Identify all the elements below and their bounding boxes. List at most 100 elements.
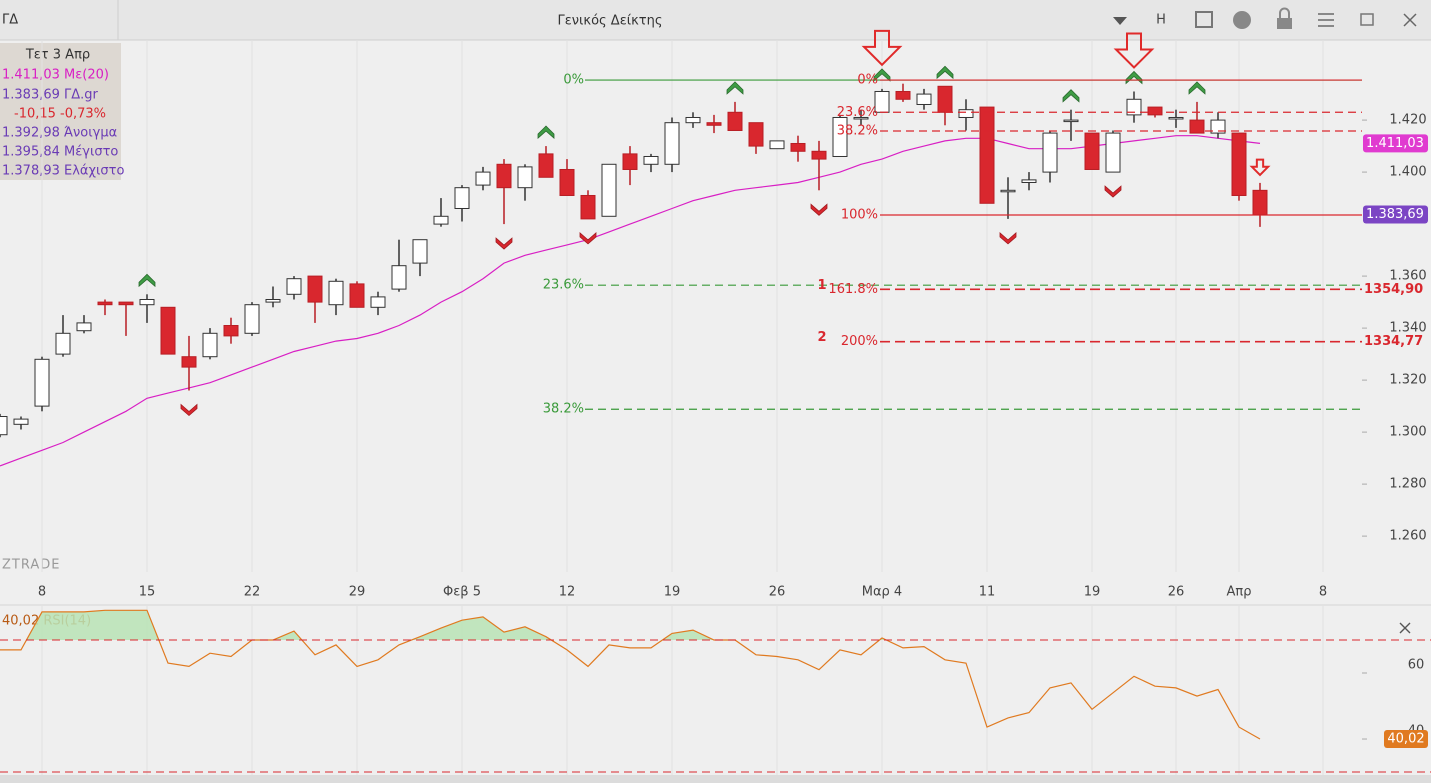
y-tick-label: 60 bbox=[1408, 658, 1425, 673]
rsi-pane bbox=[0, 605, 1324, 775]
buy-signal bbox=[537, 125, 555, 139]
candle-body bbox=[0, 416, 8, 436]
candle-body bbox=[181, 356, 197, 368]
candle-body bbox=[34, 358, 50, 407]
candle-body bbox=[412, 239, 428, 264]
candle-body bbox=[13, 418, 29, 425]
x-tick-label: Μαρ 4 bbox=[862, 585, 902, 600]
lock-shackle bbox=[1279, 7, 1290, 18]
candle-body bbox=[1126, 98, 1142, 116]
x-tick-label: 26 bbox=[769, 585, 786, 600]
candle-body bbox=[307, 275, 323, 303]
candle-body bbox=[1210, 119, 1226, 134]
info-box: Τετ 3 Απρ 1.411,03 Με(20) 1.383,69 ΓΔ.gr… bbox=[0, 43, 124, 180]
price-badge-label: 1.383,69 bbox=[1366, 207, 1424, 222]
fib-label: 0% bbox=[857, 73, 878, 88]
candle-body bbox=[622, 153, 638, 170]
signal-arrow bbox=[861, 29, 903, 67]
x-tick-label: 26 bbox=[1168, 585, 1185, 600]
candle-body bbox=[265, 298, 281, 303]
rsi-close[interactable] bbox=[1399, 622, 1411, 634]
buy-signal bbox=[1125, 70, 1143, 85]
close-icon[interactable] bbox=[1403, 13, 1417, 27]
x-tick-label: 8 bbox=[1319, 585, 1327, 600]
candle-body bbox=[391, 265, 407, 290]
restore-icon[interactable] bbox=[1360, 13, 1374, 26]
sell-signal bbox=[579, 232, 597, 245]
candle-body bbox=[727, 111, 743, 131]
buy-signal bbox=[138, 273, 156, 288]
candle-body bbox=[1000, 189, 1016, 193]
candle-body bbox=[790, 142, 806, 152]
price-badge-label: 1.411,03 bbox=[1366, 136, 1424, 151]
candle-body bbox=[559, 168, 575, 196]
x-tick-label: 11 bbox=[979, 585, 996, 600]
candle-body bbox=[748, 122, 764, 147]
fib-label: 200% bbox=[841, 334, 878, 349]
buy-signal bbox=[1188, 81, 1206, 95]
candle-body bbox=[1252, 189, 1268, 215]
price-badge bbox=[1363, 134, 1428, 153]
info-line: 1.392,98 Άνοιγμα bbox=[2, 126, 117, 141]
signal-arrow bbox=[1113, 32, 1155, 69]
candle-body bbox=[1105, 132, 1121, 173]
candle-body bbox=[1168, 116, 1184, 120]
fib-number: 1 bbox=[817, 278, 826, 293]
candle-body bbox=[685, 116, 701, 124]
fib-label: 161.8% bbox=[828, 282, 878, 297]
buy-signal bbox=[936, 65, 954, 80]
rsi-badge-label: 40,02 bbox=[1387, 731, 1424, 746]
candle-body bbox=[496, 163, 512, 189]
candle-body bbox=[664, 122, 680, 165]
y-tick-label: 1.360 bbox=[1389, 269, 1426, 284]
candle-body bbox=[475, 171, 491, 186]
x-tick-label: Απρ bbox=[1227, 585, 1252, 600]
rsi-overbought-area bbox=[0, 610, 1260, 640]
candle-body bbox=[97, 301, 113, 306]
rsi-badge bbox=[1384, 729, 1428, 748]
sell-signal bbox=[810, 203, 828, 216]
candle-body bbox=[916, 93, 932, 105]
candle-body bbox=[1084, 132, 1100, 170]
candle-body bbox=[223, 325, 239, 337]
fib-label: 38.2% bbox=[543, 402, 584, 417]
info-line: 1.395,84 Μέγιστο bbox=[2, 145, 118, 160]
fib-price-label: 1354,90 bbox=[1364, 282, 1423, 297]
fib-label: 38.2% bbox=[837, 124, 878, 139]
comment-icon[interactable] bbox=[1233, 11, 1251, 29]
candle-body bbox=[601, 163, 617, 217]
sell-signal bbox=[999, 232, 1017, 245]
panel-icon[interactable] bbox=[1195, 11, 1213, 28]
sell-signal bbox=[180, 403, 198, 417]
info-line: 1.411,03 Με(20) bbox=[2, 68, 109, 83]
candle-body bbox=[370, 296, 386, 308]
fib-label: 100% bbox=[841, 207, 878, 222]
fib-number: 2 bbox=[817, 330, 826, 345]
info-line: 1.383,69 ΓΔ.gr bbox=[2, 88, 99, 103]
x-tick-label: Φεβ 5 bbox=[443, 585, 481, 600]
lock-icon[interactable] bbox=[1277, 18, 1292, 29]
candle-body bbox=[958, 109, 974, 118]
candle-body bbox=[832, 116, 848, 157]
rsi-line bbox=[0, 609, 1261, 740]
candle-body bbox=[76, 322, 92, 332]
info-line: -10,15 -0,73% bbox=[14, 107, 106, 122]
scrollbar[interactable] bbox=[0, 775, 1431, 783]
y-tick-label: 1.420 bbox=[1389, 113, 1426, 128]
dropdown-icon[interactable] bbox=[1113, 17, 1127, 25]
menu-icon[interactable] bbox=[1318, 13, 1334, 27]
h-button[interactable]: H bbox=[1156, 13, 1166, 28]
candle-body bbox=[244, 304, 260, 334]
symbol[interactable]: ΓΔ bbox=[2, 13, 18, 28]
x-tick-label: 19 bbox=[1084, 585, 1101, 600]
candle-body bbox=[118, 301, 134, 306]
candle-body bbox=[706, 122, 722, 126]
candle-body bbox=[517, 166, 533, 189]
candle-body bbox=[433, 215, 449, 225]
info-date: Τετ 3 Απρ bbox=[25, 48, 90, 63]
y-tick-label: 1.320 bbox=[1389, 373, 1426, 388]
price-pane bbox=[0, 40, 1324, 572]
y-tick-label: 1.280 bbox=[1389, 477, 1426, 492]
